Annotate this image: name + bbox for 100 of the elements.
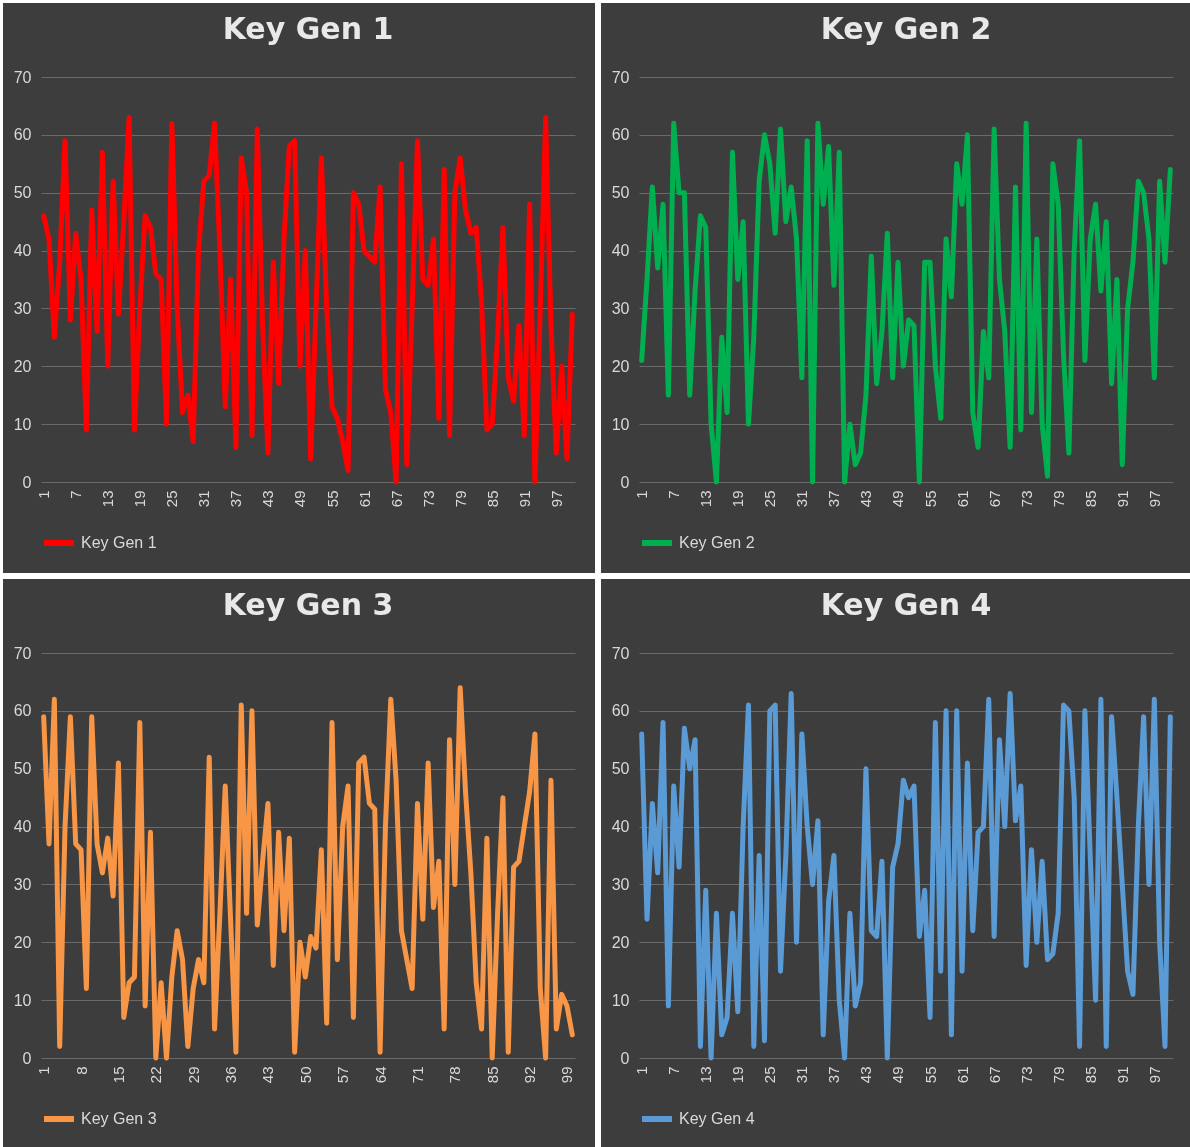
x-tick-label: 7 [665, 490, 683, 499]
x-tick-label: 85 [1081, 490, 1099, 508]
y-tick-label: 60 [611, 126, 630, 144]
chart-title: Key Gen 4 [820, 587, 992, 622]
x-tick-label: 43 [259, 1066, 277, 1084]
x-tick-label: 67 [985, 1066, 1003, 1084]
y-tick-label: 50 [611, 760, 630, 778]
x-tick-label: 67 [985, 490, 1003, 508]
x-tick-label: 57 [334, 1066, 352, 1084]
x-tick-label: 43 [259, 490, 277, 508]
y-tick-label: 60 [611, 702, 630, 720]
legend-label: Key Gen 3 [81, 1110, 157, 1127]
x-tick-label: 55 [921, 490, 939, 508]
y-tick-label: 40 [611, 818, 630, 836]
x-tick-label: 79 [1049, 1066, 1067, 1084]
y-tick-label: 70 [13, 68, 32, 86]
x-tick-label: 19 [729, 1066, 747, 1084]
x-tick-label: 25 [761, 1066, 779, 1084]
y-tick-label: 0 [22, 473, 32, 491]
legend-label: Key Gen 4 [679, 1110, 755, 1127]
y-tick-label: 10 [611, 991, 630, 1009]
x-tick-label: 61 [355, 490, 373, 508]
x-tick-label: 78 [446, 1066, 464, 1084]
y-tick-label: 70 [13, 644, 32, 662]
chart-title: Key Gen 2 [820, 11, 992, 46]
x-tick-label: 73 [419, 490, 437, 508]
x-tick-label: 55 [921, 1066, 939, 1084]
y-tick-label: 40 [13, 242, 32, 260]
x-tick-label: 43 [857, 1066, 875, 1084]
x-tick-label: 37 [825, 490, 843, 508]
y-tick-label: 20 [13, 357, 32, 375]
x-tick-label: 97 [1145, 1066, 1163, 1084]
y-tick-label: 10 [13, 991, 32, 1009]
legend-label: Key Gen 1 [81, 534, 157, 551]
y-tick-label: 40 [13, 818, 32, 836]
x-tick-label: 91 [1113, 490, 1131, 508]
y-tick-label: 20 [13, 933, 32, 951]
x-tick-label: 85 [483, 490, 501, 508]
x-tick-label: 19 [131, 490, 149, 508]
x-tick-label: 36 [222, 1066, 240, 1084]
y-tick-label: 30 [611, 299, 630, 317]
x-tick-label: 7 [665, 1066, 683, 1075]
x-tick-label: 37 [825, 1066, 843, 1084]
x-tick-label: 43 [857, 490, 875, 508]
y-tick-label: 0 [22, 1049, 32, 1067]
x-tick-label: 29 [184, 1066, 202, 1084]
x-tick-label: 85 [483, 1066, 501, 1084]
x-tick-label: 31 [195, 490, 213, 508]
y-tick-label: 70 [611, 644, 630, 662]
x-tick-label: 85 [1081, 1066, 1099, 1084]
x-tick-label: 7 [67, 490, 85, 499]
x-tick-label: 50 [296, 1066, 314, 1084]
x-tick-label: 79 [451, 490, 469, 508]
x-tick-label: 13 [99, 490, 117, 508]
y-tick-label: 10 [611, 415, 630, 433]
x-tick-label: 73 [1017, 490, 1035, 508]
y-tick-label: 0 [620, 473, 630, 491]
y-tick-label: 50 [13, 760, 32, 778]
y-tick-label: 30 [611, 875, 630, 893]
x-tick-label: 79 [1049, 490, 1067, 508]
y-tick-label: 50 [611, 184, 630, 202]
y-tick-label: 20 [611, 933, 630, 951]
x-tick-label: 25 [761, 490, 779, 508]
x-tick-label: 13 [697, 490, 715, 508]
x-tick-label: 15 [109, 1066, 127, 1084]
y-tick-label: 60 [13, 702, 32, 720]
y-tick-label: 0 [620, 1049, 630, 1067]
x-tick-label: 64 [371, 1066, 389, 1084]
x-tick-label: 99 [558, 1066, 576, 1084]
x-tick-label: 1 [35, 490, 53, 499]
x-tick-label: 55 [323, 490, 341, 508]
x-tick-label: 73 [1017, 1066, 1035, 1084]
x-tick-label: 8 [72, 1066, 90, 1075]
x-tick-label: 31 [793, 1066, 811, 1084]
y-tick-label: 50 [13, 184, 32, 202]
x-tick-label: 31 [793, 490, 811, 508]
x-tick-label: 1 [633, 490, 651, 499]
x-tick-label: 37 [227, 490, 245, 508]
y-tick-label: 30 [13, 299, 32, 317]
x-tick-label: 92 [521, 1066, 539, 1084]
y-tick-label: 30 [13, 875, 32, 893]
chart-title: Key Gen 1 [222, 11, 394, 46]
y-tick-label: 70 [611, 68, 630, 86]
x-tick-label: 91 [1113, 1066, 1131, 1084]
x-tick-label: 61 [953, 490, 971, 508]
x-tick-label: 67 [387, 490, 405, 508]
x-tick-label: 61 [953, 1066, 971, 1084]
y-tick-label: 20 [611, 357, 630, 375]
x-tick-label: 49 [889, 1066, 907, 1084]
x-tick-label: 13 [697, 1066, 715, 1084]
y-tick-label: 40 [611, 242, 630, 260]
x-tick-label: 71 [408, 1066, 426, 1084]
y-tick-label: 60 [13, 126, 32, 144]
x-tick-label: 25 [163, 490, 181, 508]
y-tick-label: 10 [13, 415, 32, 433]
x-tick-label: 91 [515, 490, 533, 508]
x-tick-label: 1 [35, 1066, 53, 1075]
x-tick-label: 1 [633, 1066, 651, 1075]
x-tick-label: 19 [729, 490, 747, 508]
x-tick-label: 49 [291, 490, 309, 508]
